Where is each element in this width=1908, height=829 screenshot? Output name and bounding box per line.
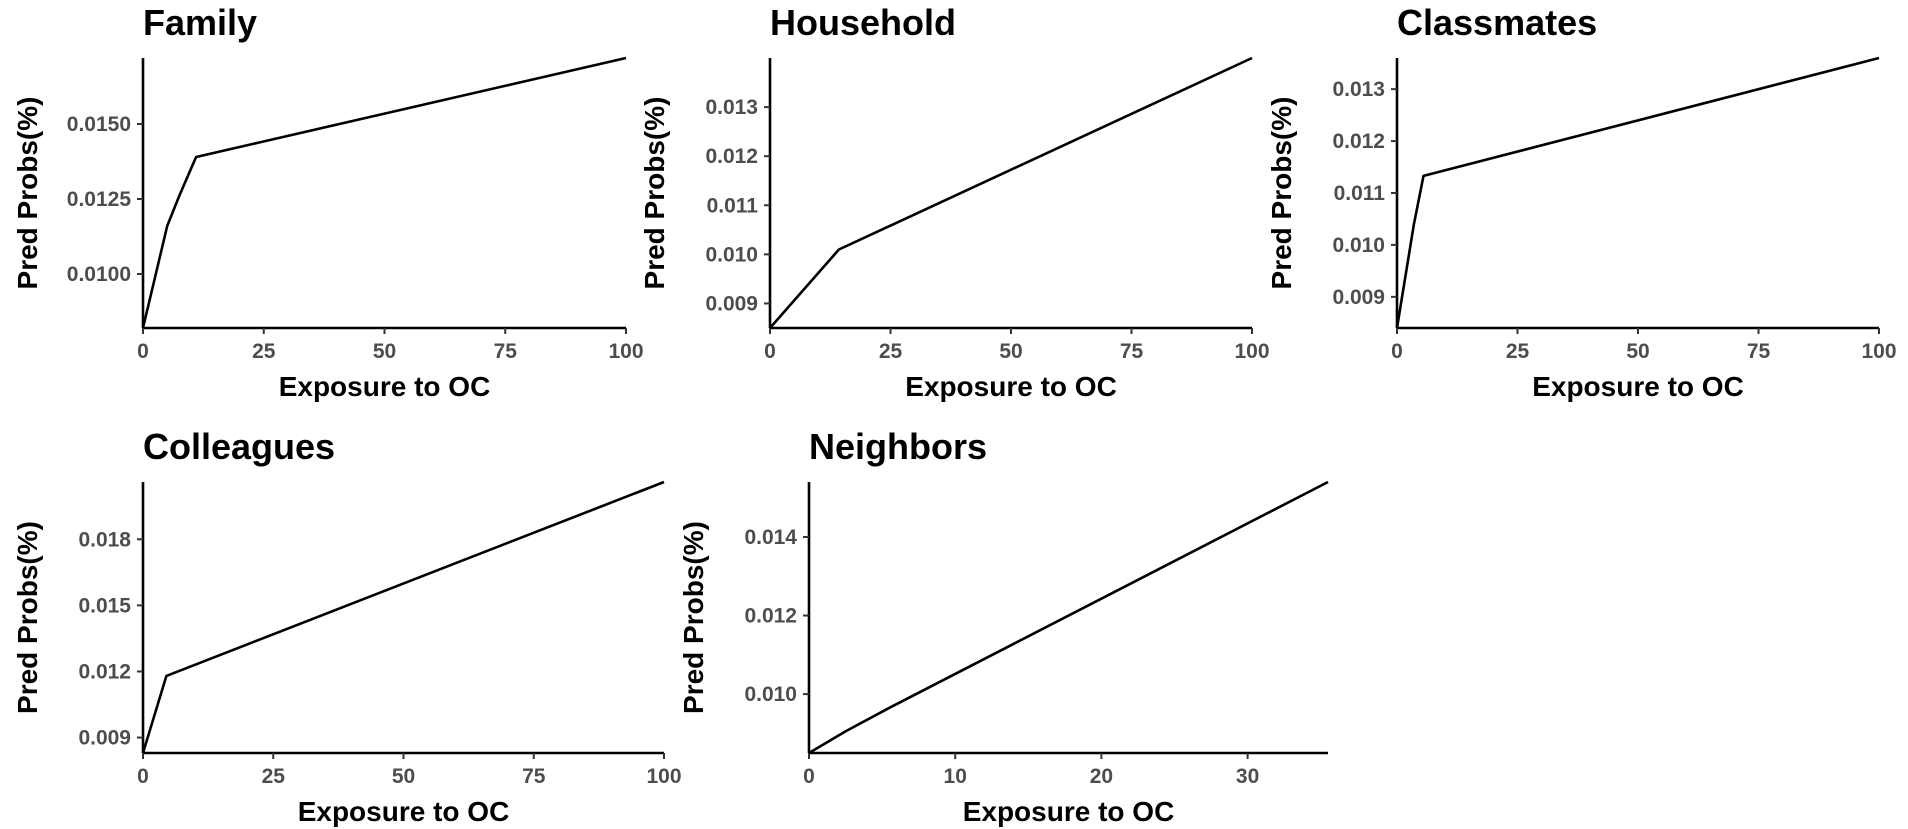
x-tick-label: 75	[494, 340, 518, 363]
y-tick-label: 0.009	[78, 727, 131, 750]
x-tick-label: 100	[1234, 340, 1269, 363]
x-tick-label: 0	[1391, 340, 1403, 363]
x-tick-label: 100	[1861, 340, 1896, 363]
panel-title: Colleagues	[143, 426, 335, 467]
y-tick-label: 0.012	[705, 145, 758, 168]
x-axis-title: Exposure to OC	[905, 371, 1117, 402]
x-tick-label: 75	[522, 765, 546, 788]
y-tick-label: 0.018	[78, 528, 131, 551]
y-tick-label: 0.011	[1334, 182, 1386, 205]
y-tick-label: 0.013	[1332, 78, 1385, 101]
y-tick-label: 0.009	[1332, 286, 1385, 309]
y-tick-label: 0.010	[744, 683, 797, 706]
panel-title: Family	[143, 2, 257, 43]
y-tick-label: 0.012	[1332, 130, 1385, 153]
y-tick-label: 0.009	[705, 292, 758, 315]
y-tick-label: 0.010	[1332, 234, 1385, 257]
panel-title: Neighbors	[809, 426, 987, 467]
y-tick-label: 0.0150	[67, 113, 131, 136]
x-tick-label: 25	[252, 340, 276, 363]
x-tick-label: 75	[1747, 340, 1771, 363]
x-tick-label: 50	[999, 340, 1022, 363]
x-tick-label: 25	[262, 765, 286, 788]
y-tick-label: 0.0125	[67, 188, 132, 211]
y-tick-label: 0.012	[78, 660, 131, 683]
panel-title: Household	[770, 2, 956, 43]
x-axis-title: Exposure to OC	[279, 371, 491, 402]
x-tick-label: 30	[1236, 765, 1259, 788]
y-tick-label: 0.015	[78, 594, 131, 617]
x-tick-label: 100	[646, 765, 681, 788]
x-tick-label: 0	[764, 340, 776, 363]
y-tick-label: 0.0100	[67, 263, 131, 286]
x-tick-label: 50	[373, 340, 396, 363]
series-line	[1395, 56, 1880, 329]
x-tick-label: 75	[1120, 340, 1144, 363]
x-axis-title: Exposure to OC	[298, 796, 510, 827]
y-tick-label: 0.011	[707, 194, 759, 217]
x-tick-label: 0	[137, 340, 149, 363]
series-line	[141, 56, 627, 329]
y-axis-title: Pred Probs(%)	[12, 97, 43, 290]
x-tick-label: 50	[392, 765, 415, 788]
chart-panel: Colleagues 0 25 50 75 100 0.009 0.012 0.015 0.018…	[12, 426, 682, 827]
chart-panel: Classmates 0 25 50 75 100 0.009 0.010 0.011 0.012…	[1266, 2, 1897, 402]
x-axis-title: Exposure to OC	[963, 796, 1175, 827]
y-axis-title: Pred Probs(%)	[12, 521, 43, 714]
y-tick-label: 0.010	[705, 243, 758, 266]
x-tick-label: 0	[137, 765, 149, 788]
x-tick-label: 10	[944, 765, 967, 788]
y-axis-title: Pred Probs(%)	[1266, 97, 1297, 290]
series-line	[808, 480, 1329, 755]
y-axis-title: Pred Probs(%)	[678, 521, 709, 714]
x-tick-label: 25	[879, 340, 903, 363]
chart-panel: Household 0 25 50 75 100 0.009 0.010 0.011 0.012 0…	[639, 2, 1270, 402]
y-tick-label: 0.012	[744, 605, 797, 628]
chart-panel: Family 0 25 50 75 100 0.0100 0.0125 0.0150 Exposu…	[12, 2, 644, 402]
y-tick-label: 0.013	[705, 96, 758, 119]
x-tick-label: 20	[1090, 765, 1113, 788]
x-tick-label: 100	[608, 340, 643, 363]
y-tick-label: 0.014	[744, 526, 797, 549]
y-axis-title: Pred Probs(%)	[639, 97, 670, 290]
series-line	[141, 480, 665, 754]
x-tick-label: 25	[1506, 340, 1530, 363]
series-line	[769, 56, 1253, 329]
x-tick-label: 50	[1626, 340, 1649, 363]
panel-title: Classmates	[1397, 2, 1597, 43]
chart-panel: Neighbors 0 10 20 30 0.010 0.012 0.014 Exposure …	[678, 426, 1329, 827]
x-tick-label: 0	[803, 765, 815, 788]
x-axis-title: Exposure to OC	[1532, 371, 1744, 402]
